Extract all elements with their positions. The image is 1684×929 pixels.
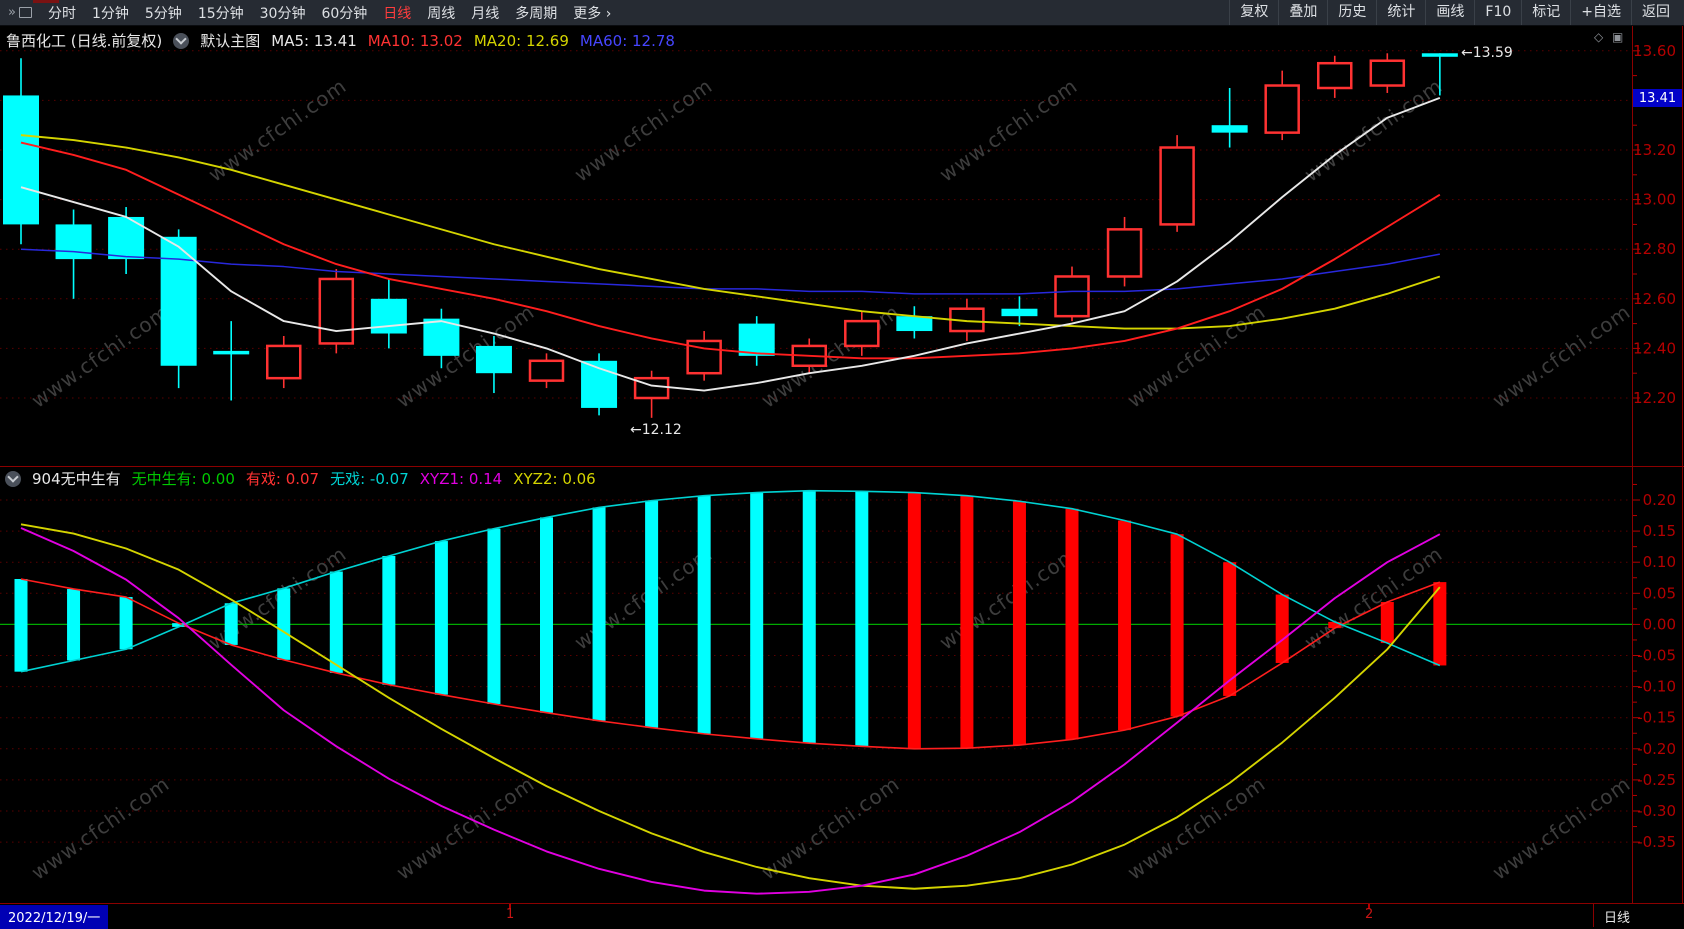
ma20-value: MA20: 12.69	[473, 31, 569, 50]
button-mark[interactable]: 标记	[1521, 0, 1570, 25]
button-f10[interactable]: F10	[1474, 0, 1521, 25]
svg-text:-0.15: -0.15	[1637, 709, 1676, 727]
svg-text:12.60: 12.60	[1633, 290, 1676, 308]
indicator-value-wuxi: 无戏: -0.07	[330, 470, 409, 488]
svg-text:0.05: 0.05	[1643, 584, 1676, 602]
indicator-value-xyz1: XYZ1: 0.14	[419, 469, 503, 488]
stock-title: 鲁西化工 (日线.前复权)	[6, 32, 163, 50]
svg-text:13.00: 13.00	[1633, 191, 1676, 209]
status-bar: 2022/12/19/一 1 2 日线	[0, 903, 1684, 929]
chevron-glyph	[175, 33, 187, 45]
popout-window-icon[interactable]: ▣	[1612, 30, 1624, 44]
tab-monthly[interactable]: 月线	[471, 5, 500, 22]
indicator-chart[interactable]: 0.20 0.15 0.10 0.05 0.00 -0.05 -0.10 -0.15 -0.20…	[0, 466, 1684, 903]
tab-60min[interactable]: 60分钟	[321, 5, 368, 22]
top-accent-strip	[33, 0, 59, 3]
svg-text:-0.25: -0.25	[1637, 771, 1676, 789]
tab-5min[interactable]: 5分钟	[144, 5, 182, 22]
svg-text:12.80: 12.80	[1633, 240, 1676, 258]
svg-text:12.40: 12.40	[1633, 339, 1676, 357]
button-add-watchlist[interactable]: +自选	[1570, 0, 1631, 25]
svg-text:13.60: 13.60	[1633, 42, 1676, 60]
month-marker-2: 2	[1365, 907, 1374, 922]
button-adjust-price[interactable]: 复权	[1229, 0, 1278, 25]
tab-1min[interactable]: 1分钟	[91, 5, 129, 22]
tab-multi-period[interactable]: 多周期	[515, 5, 558, 22]
double-chevron-icon: »	[8, 5, 16, 20]
chevron-down-icon[interactable]	[5, 470, 21, 487]
last-price-tag: 13.41	[1633, 89, 1682, 107]
high-price-annotation: ←13.59	[1461, 45, 1513, 61]
button-history[interactable]: 历史	[1327, 0, 1376, 25]
svg-text:0.10: 0.10	[1643, 553, 1676, 571]
tab-more[interactable]: 更多 ›	[573, 5, 612, 22]
chart-area: www.cfchi.com www.cfchi.com www.cfchi.com w…	[0, 26, 1684, 903]
svg-text:-0.05: -0.05	[1637, 647, 1676, 665]
svg-text:0.15: 0.15	[1643, 522, 1676, 540]
indicator-value-wzsy: 无中生有: 0.00	[131, 470, 235, 488]
indicator-value-xyz2: XYZ2: 0.06	[513, 469, 596, 488]
month-marker-1: 1	[506, 907, 515, 922]
main-chart-header: 鲁西化工 (日线.前复权) 默认主图 MA5: 13.41 MA10: 13.0…	[6, 30, 675, 51]
window-controls-icon[interactable]: »	[8, 5, 32, 20]
indicator-name[interactable]: 904无中生有	[32, 470, 121, 488]
svg-text:12.20: 12.20	[1633, 389, 1676, 407]
statusbar-divider	[1593, 904, 1594, 927]
low-price-annotation: ←12.12	[630, 422, 682, 438]
period-label[interactable]: 日线	[1604, 911, 1631, 926]
overlay-selector-label[interactable]: 默认主图	[200, 32, 261, 50]
svg-text:0.00: 0.00	[1643, 615, 1676, 633]
button-statistics[interactable]: 统计	[1376, 0, 1425, 25]
chevron-glyph	[7, 471, 19, 483]
svg-text:13.20: 13.20	[1633, 141, 1676, 159]
tab-15min[interactable]: 15分钟	[197, 5, 244, 22]
button-draw-line[interactable]: 画线	[1425, 0, 1474, 25]
tab-30min[interactable]: 30分钟	[259, 5, 306, 22]
svg-text:-0.10: -0.10	[1637, 678, 1676, 696]
tab-daily[interactable]: 日线	[383, 5, 412, 22]
date-label: 2022/12/19/一	[0, 905, 109, 929]
month-tick	[1368, 904, 1370, 909]
ma60-value: MA60: 12.78	[579, 31, 675, 50]
button-back[interactable]: 返回	[1631, 0, 1680, 25]
chevron-down-icon[interactable]	[173, 32, 190, 49]
ma5-value: MA5: 13.41	[271, 31, 357, 50]
indicator-value-youxi: 有戏: 0.07	[245, 470, 320, 488]
tool-buttons: 复权 叠加 历史 统计 画线 F10 标记 +自选 返回	[1229, 0, 1684, 25]
month-tick	[509, 904, 511, 909]
ma10-value: MA10: 13.02	[367, 31, 463, 50]
diamond-icon[interactable]: ◇	[1594, 30, 1604, 44]
tab-timeshare[interactable]: 分时	[47, 5, 76, 22]
period-tabs: » 分时 1分钟 5分钟 15分钟 30分钟 60分钟 日线 周线 月线 多周期…	[0, 3, 611, 23]
svg-text:-0.35: -0.35	[1637, 833, 1676, 851]
svg-text:-0.20: -0.20	[1637, 740, 1676, 758]
screen-icon	[18, 7, 32, 18]
tab-weekly[interactable]: 周线	[427, 5, 456, 22]
top-toolbar: » 分时 1分钟 5分钟 15分钟 30分钟 60分钟 日线 周线 月线 多周期…	[0, 0, 1684, 26]
svg-text:0.20: 0.20	[1643, 491, 1676, 509]
svg-text:-0.30: -0.30	[1637, 802, 1676, 820]
button-overlay[interactable]: 叠加	[1278, 0, 1327, 25]
indicator-header: 904无中生有 无中生有: 0.00 有戏: 0.07 无戏: -0.07 XY…	[5, 468, 596, 489]
